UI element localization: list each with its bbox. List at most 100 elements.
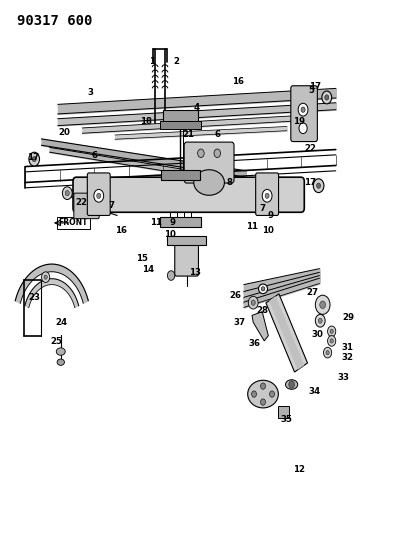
Polygon shape: [269, 296, 303, 370]
Circle shape: [297, 103, 307, 116]
Text: 10: 10: [164, 230, 176, 239]
Text: 11: 11: [150, 219, 162, 228]
Text: 20: 20: [58, 128, 70, 137]
Bar: [160, 170, 200, 180]
Text: 1: 1: [148, 58, 155, 66]
Text: 4: 4: [193, 102, 200, 111]
Text: 27: 27: [305, 287, 317, 296]
Circle shape: [265, 193, 268, 198]
Text: 33: 33: [336, 373, 348, 382]
Text: 11: 11: [245, 222, 257, 231]
Text: 16: 16: [231, 77, 243, 86]
Text: 31: 31: [340, 343, 352, 352]
Text: 26: 26: [229, 291, 241, 300]
Text: 17: 17: [308, 82, 321, 91]
Text: 9: 9: [267, 212, 273, 221]
Polygon shape: [25, 279, 79, 308]
Circle shape: [288, 381, 294, 388]
Circle shape: [197, 149, 204, 158]
Circle shape: [65, 190, 69, 196]
Text: 16: 16: [115, 226, 127, 235]
Circle shape: [316, 183, 320, 188]
Circle shape: [213, 149, 220, 158]
Text: 15: 15: [135, 254, 147, 263]
Circle shape: [317, 318, 321, 324]
Bar: [277, 406, 288, 418]
Text: 8: 8: [226, 178, 232, 187]
Text: 7: 7: [258, 204, 265, 213]
Ellipse shape: [193, 169, 224, 195]
Text: 25: 25: [50, 337, 62, 346]
Circle shape: [97, 193, 101, 198]
FancyBboxPatch shape: [73, 177, 303, 212]
Circle shape: [62, 187, 72, 199]
Text: 30: 30: [311, 330, 323, 339]
Ellipse shape: [247, 380, 278, 408]
Text: 14: 14: [142, 265, 153, 273]
Ellipse shape: [261, 287, 264, 291]
Circle shape: [315, 314, 324, 327]
Circle shape: [251, 300, 255, 305]
Text: 24: 24: [55, 318, 67, 327]
Polygon shape: [265, 294, 307, 372]
Polygon shape: [15, 264, 88, 303]
Circle shape: [325, 351, 328, 355]
Circle shape: [323, 348, 331, 358]
Circle shape: [44, 275, 47, 279]
Text: 17: 17: [27, 153, 39, 162]
Circle shape: [329, 329, 333, 334]
Ellipse shape: [57, 359, 64, 366]
Circle shape: [319, 301, 325, 309]
Text: 17: 17: [303, 178, 316, 187]
Bar: [160, 122, 200, 130]
Text: 37: 37: [233, 318, 245, 327]
Text: 18: 18: [139, 117, 151, 126]
Circle shape: [41, 272, 49, 282]
Text: 32: 32: [340, 353, 352, 362]
Text: FRONT: FRONT: [58, 219, 88, 228]
Circle shape: [315, 295, 329, 314]
Bar: [160, 217, 200, 227]
FancyBboxPatch shape: [74, 193, 99, 219]
FancyBboxPatch shape: [255, 173, 278, 215]
Text: 90317 600: 90317 600: [17, 14, 92, 28]
FancyBboxPatch shape: [174, 241, 198, 276]
Text: 5: 5: [308, 85, 313, 94]
Circle shape: [167, 271, 174, 280]
Text: 35: 35: [279, 415, 291, 424]
Ellipse shape: [56, 348, 65, 356]
Circle shape: [312, 179, 323, 192]
Circle shape: [94, 189, 103, 202]
Text: 2: 2: [173, 58, 179, 66]
Text: 6: 6: [92, 151, 97, 160]
FancyBboxPatch shape: [184, 142, 234, 183]
Bar: [163, 110, 197, 122]
Circle shape: [260, 399, 265, 405]
Text: 22: 22: [75, 198, 88, 207]
Bar: [166, 236, 206, 245]
Circle shape: [327, 326, 335, 337]
Text: 13: 13: [188, 269, 200, 277]
Text: 22: 22: [303, 144, 316, 153]
Circle shape: [248, 296, 258, 309]
Ellipse shape: [285, 379, 297, 389]
FancyBboxPatch shape: [290, 86, 317, 142]
Circle shape: [29, 152, 39, 166]
Ellipse shape: [258, 284, 267, 294]
Text: 12: 12: [292, 465, 304, 474]
Circle shape: [327, 336, 335, 346]
Text: 36: 36: [248, 339, 260, 348]
Text: 6: 6: [214, 130, 220, 139]
Text: 10: 10: [262, 226, 274, 235]
Text: 34: 34: [308, 387, 320, 396]
Circle shape: [32, 157, 36, 162]
FancyBboxPatch shape: [87, 173, 110, 215]
Circle shape: [269, 391, 274, 397]
Circle shape: [251, 391, 256, 397]
Circle shape: [329, 339, 333, 343]
Text: 19: 19: [292, 117, 304, 126]
Text: 29: 29: [341, 312, 353, 321]
Circle shape: [260, 383, 265, 389]
Circle shape: [262, 189, 271, 202]
Polygon shape: [252, 312, 267, 341]
